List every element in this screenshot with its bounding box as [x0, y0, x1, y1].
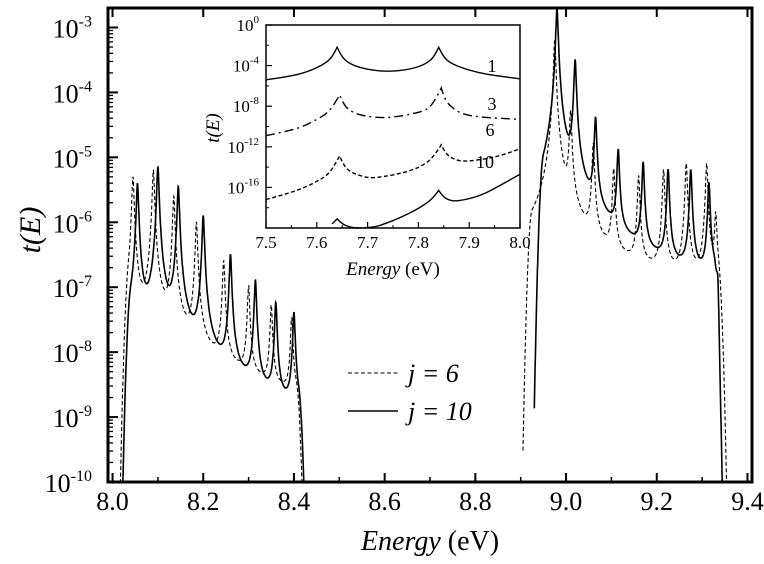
series-line-j10	[121, 165, 308, 483]
y-tick-exp: -7	[79, 273, 92, 290]
y-tick-exp: -6	[79, 208, 92, 225]
inset-series-6	[265, 143, 521, 201]
y-tick-label: 10-10	[45, 468, 92, 498]
y-tick-label: 10-7	[53, 273, 92, 303]
y-tick-exp: -4	[250, 55, 260, 67]
legend-label: j = 6	[405, 359, 459, 388]
y-tick-base: 10	[53, 404, 79, 433]
inset-y-tick-label: 100	[237, 14, 260, 35]
x-label-unit: (eV)	[441, 526, 499, 557]
y-tick-label: 10-6	[53, 208, 92, 238]
x-axis-label: Energy (eV)	[360, 526, 499, 557]
x-label-text: Energy	[360, 526, 441, 557]
y-tick-label: 10-8	[53, 338, 92, 368]
x-tick-label: 8.8	[459, 487, 492, 516]
inset-y-tick-label: 10-16	[227, 176, 259, 197]
y-tick-base: 10	[233, 57, 250, 76]
inset-x-tick-label: 7.8	[408, 233, 429, 252]
inset-y-tick-label: 10-12	[227, 136, 259, 157]
y-tick-base: 10	[233, 97, 250, 116]
series-line-j10	[533, 6, 724, 483]
y-tick-base: 10	[227, 138, 244, 157]
curve-label-10: 10	[476, 152, 494, 172]
x-tick-label: 9.0	[550, 487, 583, 516]
inset-y-tick-label: 10-4	[233, 55, 260, 76]
curve-label-6: 6	[486, 120, 495, 140]
y-tick-label: 10-9	[53, 403, 92, 433]
inset-x-tick-label: 7.6	[306, 233, 327, 252]
inset-series-1	[265, 45, 521, 81]
y-tick-exp: -16	[244, 176, 259, 188]
y-tick-base: 10	[53, 274, 79, 303]
y-tick-exp: -3	[79, 13, 92, 30]
y-tick-exp: -10	[71, 468, 92, 485]
y-tick-label: 10-4	[53, 78, 92, 108]
y-tick-exp: -5	[79, 143, 92, 160]
x-tick-label: 8.4	[278, 487, 311, 516]
inset-x-tick-label: 8.0	[509, 233, 530, 252]
y-tick-label: 10-5	[53, 143, 92, 173]
inset-bg	[266, 25, 520, 228]
y-tick-exp: -12	[244, 136, 259, 148]
y-tick-base: 10	[53, 14, 79, 43]
main-plot: 8.0 8.2 8.4 8.6 8.8 9.0 9.2 9.410-310-410-510-6…	[14, 6, 764, 557]
x-label-unit: (eV)	[400, 259, 440, 280]
series-line-j6	[119, 168, 306, 483]
y-tick-exp: 0	[254, 14, 260, 26]
y-tick-exp: -4	[79, 78, 92, 95]
curve-label-3: 3	[488, 94, 497, 114]
x-tick-label: 8.2	[187, 487, 220, 516]
inset-y-axis-label: t(E)	[203, 113, 224, 143]
x-tick-label: 9.4	[731, 487, 764, 516]
y-tick-base: 10	[53, 209, 79, 238]
y-tick-exp: -8	[250, 95, 260, 107]
curve-label-1: 1	[488, 56, 497, 76]
y-tick-base: 10	[45, 469, 71, 498]
y-axis-label: t(E)	[14, 207, 47, 254]
inset-series-10	[331, 173, 521, 229]
x-label-text: Energy	[345, 259, 401, 280]
x-tick-label: 8.0	[96, 487, 129, 516]
x-tick-label: 8.6	[368, 487, 401, 516]
y-tick-exp: -8	[79, 338, 92, 355]
legend-label: j = 10	[405, 397, 472, 426]
y-tick-base: 10	[237, 16, 254, 35]
inset-x-tick-label: 7.9	[459, 233, 480, 252]
y-tick-base: 10	[53, 339, 79, 368]
y-tick-base: 10	[227, 178, 244, 197]
y-tick-base: 10	[53, 144, 79, 173]
series-line-j6	[522, 40, 728, 483]
inset-plot: 7.5 7.6 7.7 7.8 7.9 8.010010-410-810-1210-16E…	[203, 14, 531, 280]
inset-y-tick-label: 10-8	[233, 95, 260, 116]
inset-x-tick-label: 7.7	[357, 233, 379, 252]
y-tick-exp: -9	[79, 403, 92, 420]
inset-x-axis-label: Energy (eV)	[345, 259, 440, 280]
x-tick-label: 9.2	[641, 487, 674, 516]
inset-x-tick-label: 7.5	[255, 233, 276, 252]
y-tick-base: 10	[53, 79, 79, 108]
y-tick-label: 10-3	[53, 13, 92, 43]
